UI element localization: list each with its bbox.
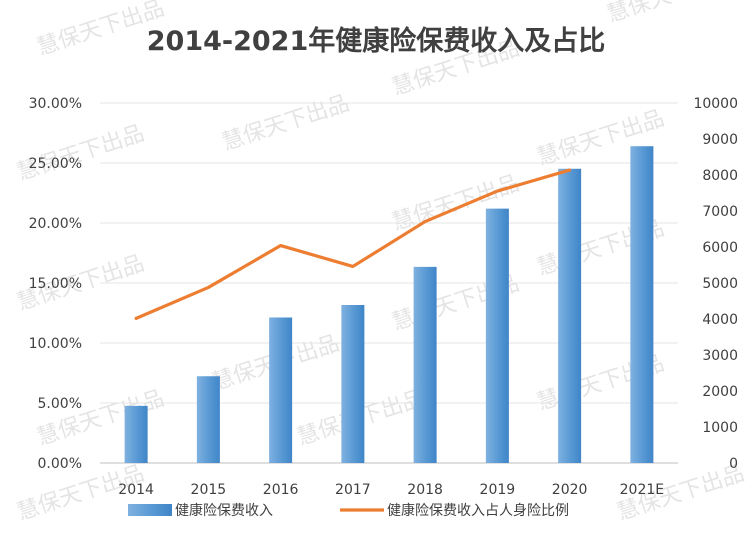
left-tick-label: 25.00%	[29, 156, 82, 172]
x-tick-label: 2019	[480, 482, 516, 498]
right-tick-label: 2000	[702, 384, 738, 400]
x-tick-label: 2018	[407, 482, 443, 498]
left-tick-label: 30.00%	[29, 96, 82, 112]
right-tick-label: 10000	[693, 96, 738, 112]
chart-title: 2014-2021年健康险保费收入及占比	[147, 25, 606, 57]
grid-layer	[100, 102, 678, 464]
right-tick-label: 7000	[702, 204, 738, 220]
left-tick-label: 15.00%	[29, 276, 82, 292]
right-tick-label: 9000	[702, 132, 738, 148]
x-tick-label: 2014	[118, 482, 154, 498]
right-tick-label: 6000	[702, 240, 738, 256]
legend-label-bar: 健康险保费收入	[175, 502, 273, 519]
x-tick-label: 2021E	[620, 482, 664, 498]
right-tick-label: 8000	[702, 168, 738, 184]
bar-2016	[269, 317, 293, 463]
bar-layer	[124, 146, 654, 463]
right-tick-label: 3000	[702, 348, 738, 364]
watermark-text: 慧保天下出品	[604, 0, 737, 28]
left-tick-label: 0.00%	[38, 456, 82, 472]
bar-2021E	[630, 146, 654, 463]
bar-2015	[196, 376, 220, 463]
x-tick-label: 2015	[191, 482, 227, 498]
right-tick-label: 1000	[702, 420, 738, 436]
left-tick-label: 5.00%	[38, 396, 82, 412]
bar-2019	[485, 208, 509, 463]
line-layer	[134, 168, 572, 320]
x-tick-label: 2020	[552, 482, 588, 498]
left-tick-label: 20.00%	[29, 216, 82, 232]
legend: 健康险保费收入 健康险保费收入占人身险比例	[128, 502, 569, 519]
bar-2018	[413, 266, 437, 463]
bar-2017	[341, 304, 365, 463]
legend-swatch-bar	[128, 504, 172, 516]
axis-layer: 0.00% 5.00% 10.00% 15.00% 20.00% 25.00% 30.00%…	[29, 96, 738, 498]
watermark-text: 慧保天下出品	[219, 91, 352, 156]
right-tick-label: 0	[729, 456, 738, 472]
right-tick-label: 4000	[702, 312, 738, 328]
right-tick-label: 5000	[702, 276, 738, 292]
bar-2020	[558, 168, 582, 463]
legend-label-line: 健康险保费收入占人身险比例	[387, 502, 569, 519]
left-tick-label: 10.00%	[29, 336, 82, 352]
bar-2014	[124, 405, 148, 463]
x-tick-label: 2016	[263, 482, 299, 498]
watermark-text: 慧保天下出品	[14, 121, 147, 186]
x-tick-label: 2017	[335, 482, 371, 498]
